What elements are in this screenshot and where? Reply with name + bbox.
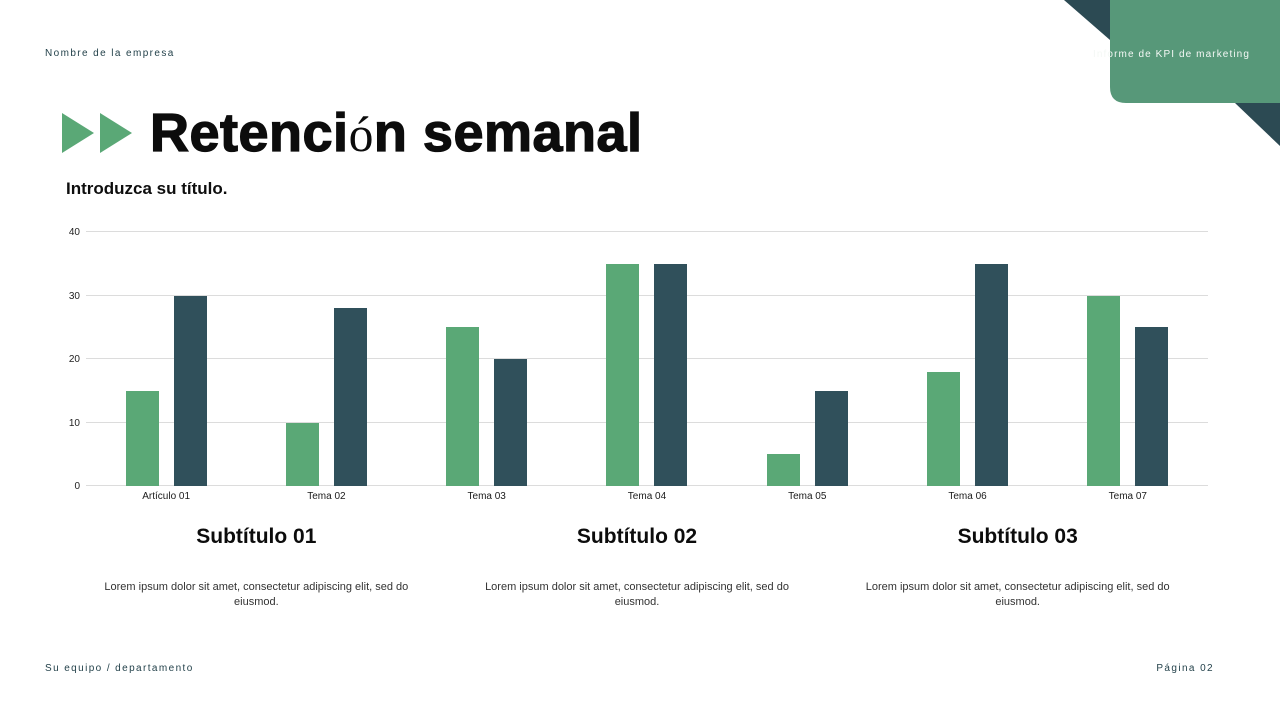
triangle-accent-bottom (1235, 103, 1280, 146)
bar-chart: 0 10 20 30 40 Artículo 01 Tema 02 Tema 03 Tema … (60, 227, 1208, 502)
section-subtitle: Subtítulo 02 (576, 525, 698, 548)
bar-group (1048, 295, 1208, 486)
gridline (86, 358, 1208, 359)
bar-series-2 (654, 263, 688, 486)
x-axis: Artículo 01 Tema 02 Tema 03 Tema 04 Tema 05 T… (86, 491, 1208, 502)
bar-series-2 (333, 308, 367, 486)
bar-series-1 (766, 454, 800, 486)
page-title-accent-char: ó (348, 107, 374, 162)
bar-group (86, 295, 246, 486)
bar-group (407, 327, 567, 486)
arrow-icon (62, 113, 94, 153)
bar-group (727, 390, 887, 486)
sections: Subtítulo 01 Lorem ipsum dolor sit amet,… (66, 524, 1208, 611)
corner-decoration: Informe de KPI de marketing (1060, 0, 1280, 146)
bar-series-1 (927, 371, 961, 486)
bar-series-2 (1135, 327, 1169, 486)
report-label: Informe de KPI de marketing (1093, 49, 1250, 60)
bar-series-1 (285, 422, 319, 486)
section-subtitle: Subtítulo 03 (957, 525, 1078, 548)
corner-decoration-shapes (1064, 0, 1280, 146)
x-axis-label: Tema 05 (788, 491, 827, 502)
x-axis-label: Tema 03 (467, 491, 506, 502)
y-axis-label: 40 (68, 227, 80, 238)
bar-group (246, 308, 406, 486)
bar-series-1 (125, 390, 159, 486)
page-title-part: n semanal (373, 103, 643, 163)
bar-group (887, 263, 1047, 486)
section-body: Lorem ipsum dolor sit amet, consectetur … (104, 581, 409, 609)
y-axis-label: 30 (68, 290, 80, 302)
bar-group (567, 263, 727, 486)
company-name: Nombre de la empresa (45, 48, 175, 59)
double-arrow-icon (62, 113, 132, 153)
x-axis-label: Tema 07 (1108, 491, 1147, 502)
chart-plot (86, 231, 1208, 486)
x-axis-label: Tema 04 (627, 491, 667, 502)
y-axis: 0 10 20 30 40 (60, 227, 84, 492)
footer-page: Página 02 (1156, 663, 1214, 674)
chart-title: Introduzca su título. (66, 179, 228, 198)
arrow-icon (100, 113, 132, 153)
footer-team: Su equipo / departamento (45, 663, 194, 674)
x-axis-label: Tema 06 (948, 491, 987, 502)
bar-series-1 (446, 327, 480, 486)
x-axis-label: Artículo 01 (142, 491, 191, 502)
page-title: Retención semanal (149, 103, 643, 163)
bar-groups (86, 232, 1208, 486)
section-body: Lorem ipsum dolor sit amet, consectetur … (485, 581, 789, 609)
gridline (86, 294, 1208, 296)
y-axis-label: 10 (68, 417, 80, 429)
bar-series-1 (606, 263, 640, 486)
bar-series-2 (975, 263, 1009, 486)
green-banner-shape (1110, 0, 1280, 103)
gridline (86, 421, 1208, 423)
y-axis-label: 20 (68, 354, 80, 365)
title-row: Retención semanal (62, 103, 643, 163)
gridline (86, 485, 1208, 486)
y-axis-label: 0 (74, 481, 80, 492)
section-2: Subtítulo 02 Lorem ipsum dolor sit amet,… (447, 524, 828, 611)
section-1: Subtítulo 01 Lorem ipsum dolor sit amet,… (66, 524, 447, 611)
bar-series-2 (173, 295, 207, 486)
bar-series-2 (494, 359, 528, 486)
section-3: Subtítulo 03 Lorem ipsum dolor sit amet,… (827, 524, 1208, 611)
bar-series-2 (814, 390, 848, 486)
triangle-accent-top (1064, 0, 1110, 40)
page-title-part: Retenci (149, 103, 349, 163)
gridline (86, 231, 1208, 232)
section-subtitle: Subtítulo 01 (196, 525, 317, 548)
bar-series-1 (1087, 295, 1121, 486)
x-axis-label: Tema 02 (307, 491, 346, 502)
section-body: Lorem ipsum dolor sit amet, consectetur … (865, 581, 1170, 609)
